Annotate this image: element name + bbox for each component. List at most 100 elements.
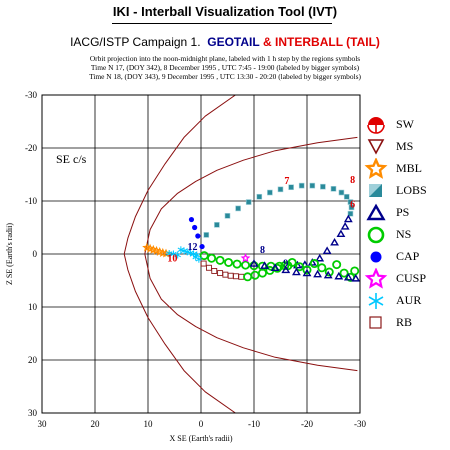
- interball-tail-lobs-point: [267, 189, 273, 196]
- interball-tail-ps-point: [343, 214, 353, 223]
- geotail-ns-point: [257, 268, 267, 278]
- y-tick-label: -10: [25, 196, 37, 206]
- legend-item-ms: MS: [364, 136, 450, 158]
- sw-half-circle-icon: [367, 117, 385, 134]
- ms-triangle-down-icon: [367, 139, 385, 155]
- y-tick-label: -20: [25, 143, 37, 153]
- cusp-star-icon: [364, 268, 388, 289]
- legend-label: LOBS: [396, 183, 427, 197]
- x-tick-label: 10: [144, 419, 154, 429]
- subtitle-prefix: IACG/ISTP Campaign 1.: [70, 35, 201, 49]
- geotail-rb-point: [200, 260, 207, 267]
- geotail-ns-point: [250, 270, 260, 280]
- geotail-rb-point: [217, 270, 224, 277]
- interball-tail-lobs-point: [348, 204, 355, 211]
- interball-tail-ns-point: [207, 253, 217, 263]
- geotail-ps-point: [343, 272, 353, 281]
- interball-tail-cap-point: [192, 224, 198, 231]
- description-line-1: Orbit projection into the noon-midnight …: [89, 54, 361, 63]
- y-tick-label: 20: [28, 355, 38, 365]
- interball-tail-ns-point: [199, 251, 209, 261]
- cap-filled-circle-icon: [370, 251, 382, 263]
- interball-tail-lobs-point: [235, 205, 241, 212]
- geotail-cusp-point: [240, 253, 251, 263]
- geotail-ps-point: [313, 269, 323, 278]
- x-tick-label: -10: [248, 419, 260, 429]
- bow-shock-curve: [123, 95, 236, 413]
- geotail-ps-point: [302, 268, 312, 277]
- geotail-ps-point: [351, 273, 360, 282]
- geotail-rb-point: [233, 273, 239, 280]
- geotail-aur-point: [195, 255, 203, 263]
- interball-tail-lobs-point: [338, 189, 345, 196]
- legend-label: MS: [396, 139, 414, 153]
- interball-tail-ps-point: [322, 246, 332, 255]
- legend-item-rb: RB: [364, 312, 450, 334]
- y-axis-label: Z SE (Earth's radii): [5, 223, 14, 285]
- interball-tail-lobs-point: [203, 232, 210, 238]
- interball-tail-cap-point: [195, 233, 201, 239]
- y-tick-label: -30: [25, 90, 37, 100]
- geotail-ps-point: [323, 270, 333, 279]
- interball-tail-lobs-point: [330, 186, 337, 192]
- legend-item-cap: CAP: [364, 246, 450, 268]
- interball-tail-ns-point: [241, 260, 251, 270]
- legend-item-mbl: MBL: [364, 158, 450, 180]
- plot-frame: [41, 94, 361, 414]
- interball-tail-ps-point: [315, 253, 325, 262]
- geotail-ns-point: [332, 260, 342, 270]
- time-labels: 6 7 8 10 12 8 9: [167, 175, 355, 270]
- x-tick-label: -30: [354, 419, 366, 429]
- coordinate-system-label: SE c/s: [56, 152, 87, 166]
- legend-item-sw: SW: [364, 114, 450, 136]
- description-line-2: Time N 17, (DOY 342), 8 December 1995 , …: [90, 63, 360, 72]
- geotail-ns-point: [287, 257, 297, 267]
- interball-tail-lobs-point: [277, 186, 284, 193]
- interball-tail-ps-point: [340, 222, 350, 230]
- interball-tail-ns-point: [224, 257, 234, 267]
- rb-square-icon: [369, 316, 382, 329]
- time-label: 8: [260, 245, 265, 256]
- geotail-ns-point: [243, 272, 253, 282]
- interball-tail-lobs-point: [256, 193, 263, 200]
- ns-circle-icon: [367, 226, 385, 244]
- x-tick-label: 30: [38, 419, 48, 429]
- lobs-square-icon: [369, 184, 382, 197]
- time-label: 9: [283, 259, 288, 270]
- interball-tail-lobs-point: [309, 182, 316, 189]
- x-tick-label: 0: [199, 419, 204, 429]
- legend-item-ns: NS: [364, 224, 450, 246]
- interball-tail-lobs-point: [347, 199, 354, 205]
- interball-tail-lobs-point: [343, 193, 350, 200]
- grid-lines: [42, 95, 360, 413]
- x-tick-labels: 30 20 10 0 -10 -20 -30: [38, 419, 367, 429]
- geotail-rb-point: [227, 272, 234, 279]
- legend-item-lobs: LOBS: [364, 180, 450, 202]
- legend-item-cusp: CUSP: [364, 268, 450, 290]
- aur-asterisk-icon: [368, 293, 384, 309]
- x-axis-label: X SE (Earth's radii): [170, 434, 233, 443]
- legend-item-aur: AUR: [364, 290, 450, 312]
- time-label: 10: [167, 253, 177, 264]
- interball-tail-lobs-point: [320, 183, 326, 190]
- interball-tail-ps-point: [330, 237, 339, 246]
- geotail-rb-point: [211, 268, 218, 274]
- interball-tail-ps-point: [336, 229, 346, 238]
- geotail-rb-point: [238, 273, 245, 280]
- geotail-aur-point: [174, 251, 181, 259]
- interball-tail-lobs-point: [298, 182, 305, 189]
- geotail-ns-point: [339, 268, 349, 278]
- geotail-ps-point: [249, 259, 259, 267]
- geotail-ps-point: [291, 267, 301, 276]
- geotail-aur-point: [170, 250, 177, 258]
- interball-tail-cap-point: [188, 216, 195, 223]
- legend-label: MBL: [396, 161, 423, 175]
- legend-label: SW: [396, 117, 414, 131]
- time-label: 12: [188, 242, 198, 253]
- campaign-subtitle: IACG/ISTP Campaign 1. GEOTAIL & INTERBAL…: [0, 35, 450, 49]
- interball-tail-lobs-point: [347, 210, 354, 217]
- time-label: 7: [284, 176, 289, 187]
- legend-label: AUR: [396, 293, 422, 307]
- geotail-ns-point: [309, 259, 319, 269]
